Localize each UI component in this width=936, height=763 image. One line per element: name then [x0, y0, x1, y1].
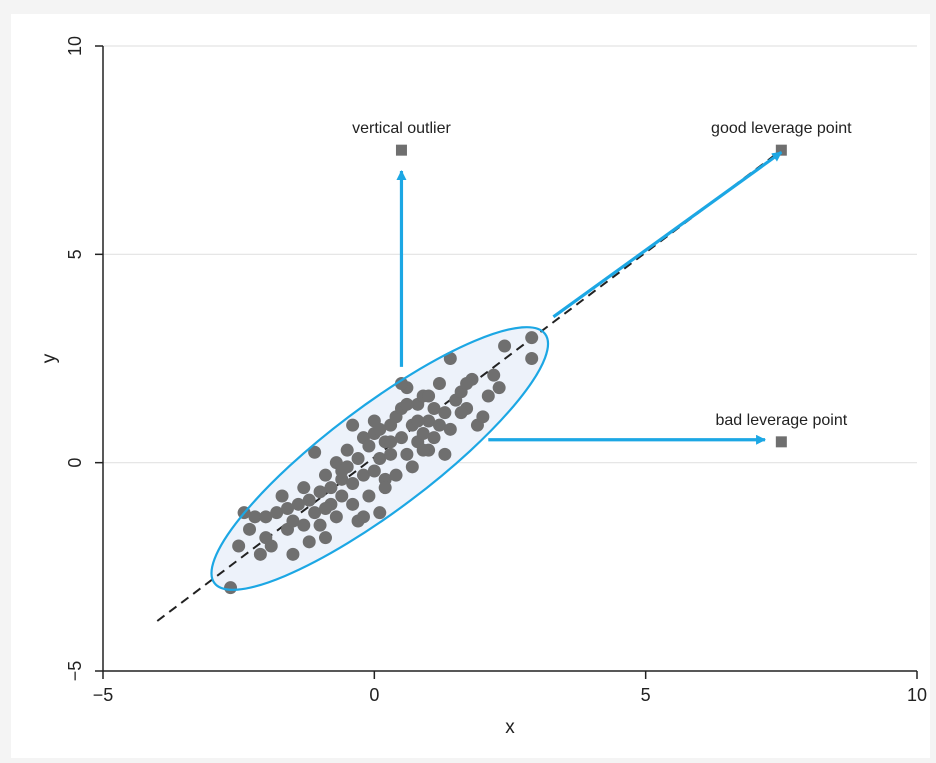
data-point [346, 418, 360, 432]
data-point [427, 402, 441, 415]
data-point [498, 339, 512, 353]
annotation-arrow [552, 150, 783, 319]
data-point [400, 397, 414, 411]
data-point [405, 460, 419, 474]
data-point [297, 518, 311, 532]
annotation-label: good leverage point [711, 120, 852, 137]
data-point [362, 439, 376, 453]
data-point [356, 468, 370, 482]
y-tick-label: 5 [65, 249, 85, 259]
data-point [243, 522, 257, 536]
data-point [253, 547, 267, 561]
data-point [356, 510, 370, 524]
x-axis-title: x [505, 717, 515, 738]
data-point [313, 518, 327, 532]
plot-frame: −5 0 5 10 −5 0 5 10 x y vertical outlier good leve… [11, 14, 930, 758]
data-point [297, 481, 311, 495]
data-point [487, 368, 501, 382]
data-point [259, 510, 273, 524]
data-point [335, 464, 349, 478]
data-point [286, 547, 300, 561]
data-point [476, 410, 490, 424]
data-point [422, 389, 436, 403]
data-point [394, 431, 408, 445]
scatter-chart: −5 0 5 10 −5 0 5 10 x y vertical outlier good leve… [39, 36, 927, 738]
data-point [411, 414, 425, 428]
data-point [492, 381, 506, 395]
data-point [318, 502, 332, 515]
data-point [384, 447, 398, 461]
ellipse-layer [210, 326, 550, 591]
data-point [422, 414, 436, 428]
data-point [286, 514, 300, 528]
data-point [291, 497, 305, 511]
data-point [351, 452, 365, 465]
data-point [460, 377, 474, 390]
data-point [438, 447, 452, 461]
data-point [443, 352, 457, 365]
x-tick-label: 0 [369, 685, 379, 705]
x-tick-label: 10 [907, 685, 927, 705]
y-tick-label: −5 [65, 661, 85, 682]
data-point [438, 406, 452, 420]
data-point [318, 468, 332, 482]
data-point [416, 443, 430, 457]
data-point [525, 352, 539, 365]
data-point [400, 447, 414, 461]
data-point [427, 431, 441, 445]
data-point [270, 506, 284, 520]
outlier-point [775, 144, 787, 156]
data-point [384, 435, 398, 449]
data-point [416, 427, 430, 440]
data-point [346, 477, 360, 490]
data-point [378, 481, 392, 495]
data-point [481, 389, 495, 403]
data-point [308, 506, 322, 520]
annotation-label: vertical outlier [352, 120, 451, 137]
data-point [232, 539, 246, 553]
data-point [454, 406, 468, 420]
y-axis-title: y [39, 353, 60, 363]
data-point [329, 510, 343, 524]
data-point [373, 422, 387, 436]
data-point [313, 485, 327, 499]
data-point [362, 489, 376, 503]
axes-layer: −5 0 5 10 −5 0 5 10 x y [39, 36, 927, 738]
point-layer [224, 144, 787, 595]
data-point [432, 377, 446, 390]
data-point [275, 489, 289, 503]
data-point [373, 506, 387, 520]
data-point [302, 493, 316, 507]
data-point [373, 452, 387, 465]
data-point [281, 502, 295, 515]
data-point [394, 377, 408, 390]
y-tick-label: 0 [65, 458, 85, 468]
data-point [346, 497, 360, 511]
outlier-point [395, 144, 407, 156]
data-point [432, 418, 446, 432]
arrow-layer [396, 150, 783, 445]
annotation-label: bad leverage point [716, 412, 848, 429]
x-tick-label: −5 [93, 685, 114, 705]
x-tick-label: 5 [641, 685, 651, 705]
data-point [389, 468, 403, 482]
data-point [335, 489, 349, 503]
data-point [525, 331, 539, 345]
data-point [264, 539, 278, 553]
data-point [248, 510, 262, 524]
y-tick-label: 10 [65, 36, 85, 56]
data-point [340, 443, 354, 457]
cluster-ellipse [210, 326, 550, 591]
label-layer: vertical outlier good leverage point bad l… [352, 120, 852, 429]
outlier-point [775, 436, 787, 448]
data-point [367, 464, 381, 478]
data-point [324, 481, 338, 495]
data-point [308, 445, 322, 459]
data-point [443, 422, 457, 436]
data-point [302, 535, 316, 549]
data-point [318, 531, 332, 545]
data-point [224, 581, 238, 595]
